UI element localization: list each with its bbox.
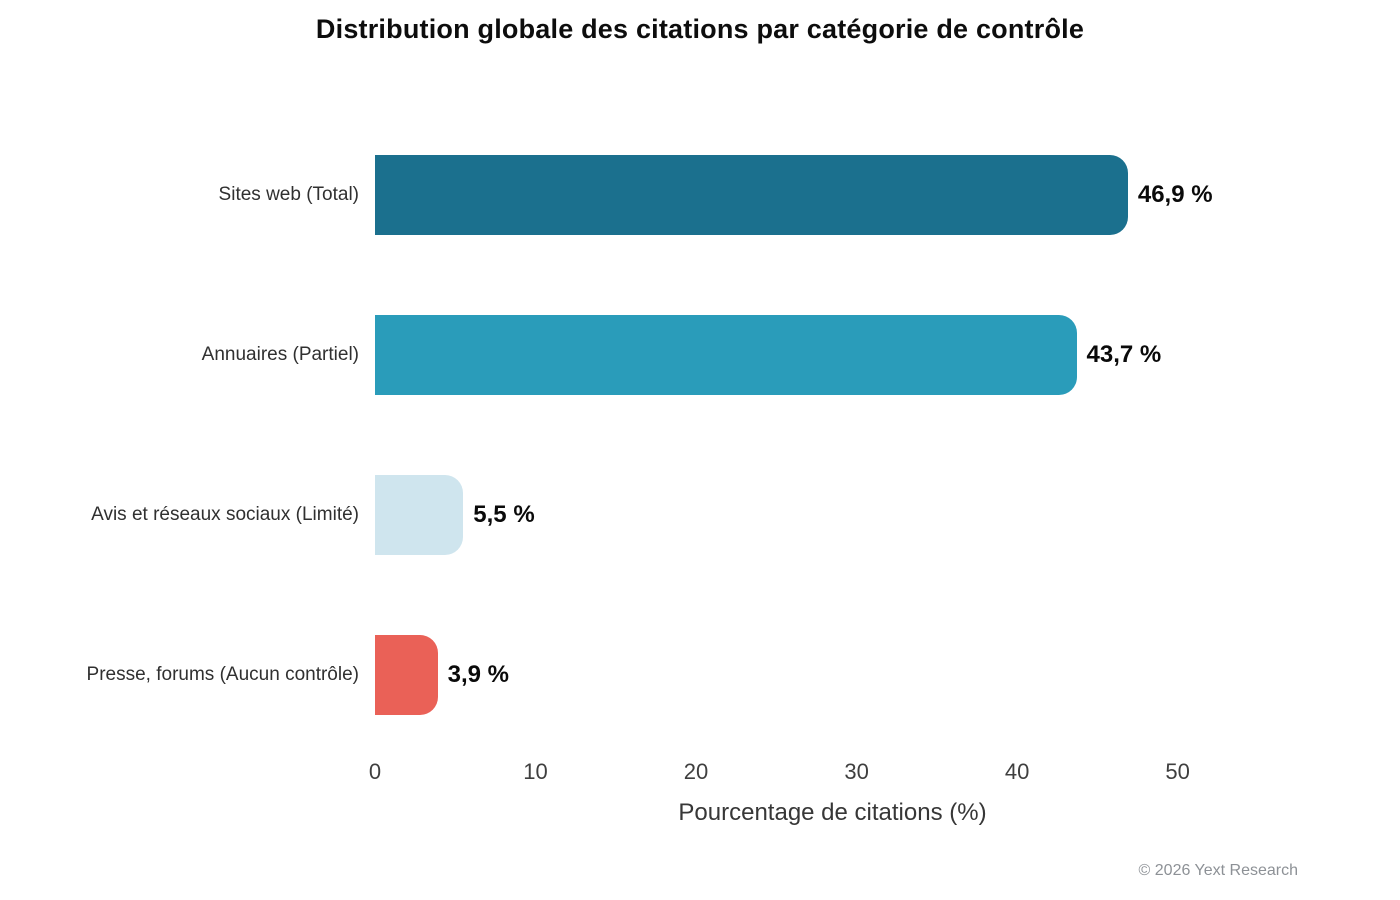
- bar-row: Avis et réseaux sociaux (Limité) 5,5 %: [0, 435, 1290, 595]
- x-axis-ticks: 0 10 20 30 40 50: [369, 759, 1290, 787]
- bar: [375, 475, 464, 555]
- x-axis-label-row: Pourcentage de citations (%): [0, 799, 1290, 827]
- x-axis-tick: 20: [683, 759, 709, 784]
- x-axis-tick: 30: [844, 759, 869, 784]
- bar-row: Presse, forums (Aucun contrôle) 3,9 %: [0, 595, 1290, 755]
- bar-row: Sites web (Total) 46,9 %: [0, 115, 1290, 275]
- bar-row: Annuaires (Partiel) 43,7 %: [0, 275, 1290, 435]
- category-label: Presse, forums (Aucun contrôle): [86, 664, 359, 686]
- category-label: Avis et réseaux sociaux (Limité): [91, 504, 359, 526]
- bar-rows: Sites web (Total) 46,9 % Annuaires (Partie…: [0, 115, 1290, 755]
- bar-value-label: 3,9 %: [447, 661, 509, 688]
- bar: [375, 155, 1128, 235]
- axis-spacer: [0, 759, 375, 787]
- chart-title: Distribution globale des citations par c…: [315, 14, 1085, 44]
- category-label: Annuaires (Partiel): [201, 344, 359, 366]
- x-axis-tick: 10: [523, 759, 548, 784]
- bar-track: 3,9 %: [375, 595, 1290, 755]
- xlabel-spacer: [0, 799, 375, 827]
- bar-chart: Sites web (Total) 46,9 % Annuaires (Partie…: [0, 115, 1400, 827]
- x-axis: 0 10 20 30 40 50: [0, 759, 1290, 787]
- bar-value-label: 5,5 %: [473, 501, 535, 528]
- x-axis-tick: 40: [1004, 759, 1030, 784]
- bar-track: 5,5 %: [375, 435, 1290, 595]
- x-axis-tick: 50: [1165, 759, 1190, 784]
- bar: [375, 315, 1077, 395]
- bar-value-label: 43,7 %: [1086, 341, 1162, 368]
- x-axis-tick: 0: [368, 759, 382, 784]
- bar-track: 43,7 %: [375, 275, 1290, 435]
- copyright-footer: © 2026 Yext Research: [1138, 862, 1298, 879]
- bar-value-label: 46,9 %: [1137, 181, 1213, 208]
- x-axis-label: Pourcentage de citations (%): [678, 799, 987, 826]
- bar-track: 46,9 %: [375, 115, 1290, 275]
- bar: [375, 635, 438, 715]
- category-label: Sites web (Total): [218, 184, 359, 206]
